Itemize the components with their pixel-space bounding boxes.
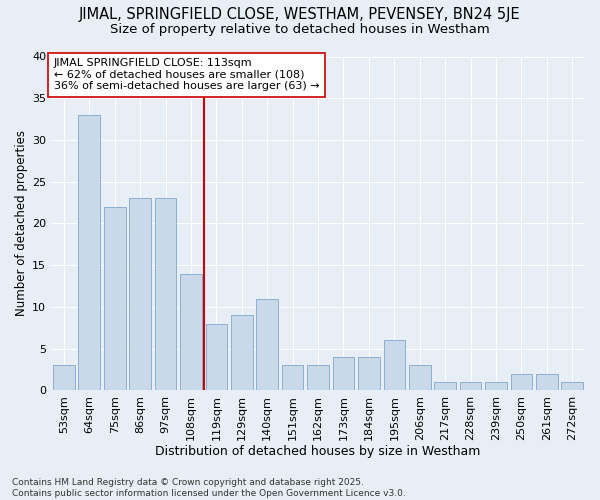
Bar [53,366,74,390]
Bar [536,374,557,390]
Text: Contains HM Land Registry data © Crown copyright and database right 2025.
Contai: Contains HM Land Registry data © Crown c… [12,478,406,498]
Bar [460,382,481,390]
Bar [206,324,227,390]
Y-axis label: Number of detached properties: Number of detached properties [15,130,28,316]
Bar [409,366,431,390]
Bar [180,274,202,390]
Bar [485,382,507,390]
Bar [383,340,405,390]
Bar [332,357,355,390]
X-axis label: Distribution of detached houses by size in Westham: Distribution of detached houses by size … [155,444,481,458]
Text: JIMAL SPRINGFIELD CLOSE: 113sqm
← 62% of detached houses are smaller (108)
36% o: JIMAL SPRINGFIELD CLOSE: 113sqm ← 62% of… [54,58,319,92]
Bar [511,374,532,390]
Text: Size of property relative to detached houses in Westham: Size of property relative to detached ho… [110,22,490,36]
Bar [256,298,278,390]
Text: JIMAL, SPRINGFIELD CLOSE, WESTHAM, PEVENSEY, BN24 5JE: JIMAL, SPRINGFIELD CLOSE, WESTHAM, PEVEN… [79,8,521,22]
Bar [155,198,176,390]
Bar [79,115,100,390]
Bar [282,366,304,390]
Bar [231,315,253,390]
Bar [104,206,125,390]
Bar [130,198,151,390]
Bar [434,382,456,390]
Bar [358,357,380,390]
Bar [307,366,329,390]
Bar [562,382,583,390]
